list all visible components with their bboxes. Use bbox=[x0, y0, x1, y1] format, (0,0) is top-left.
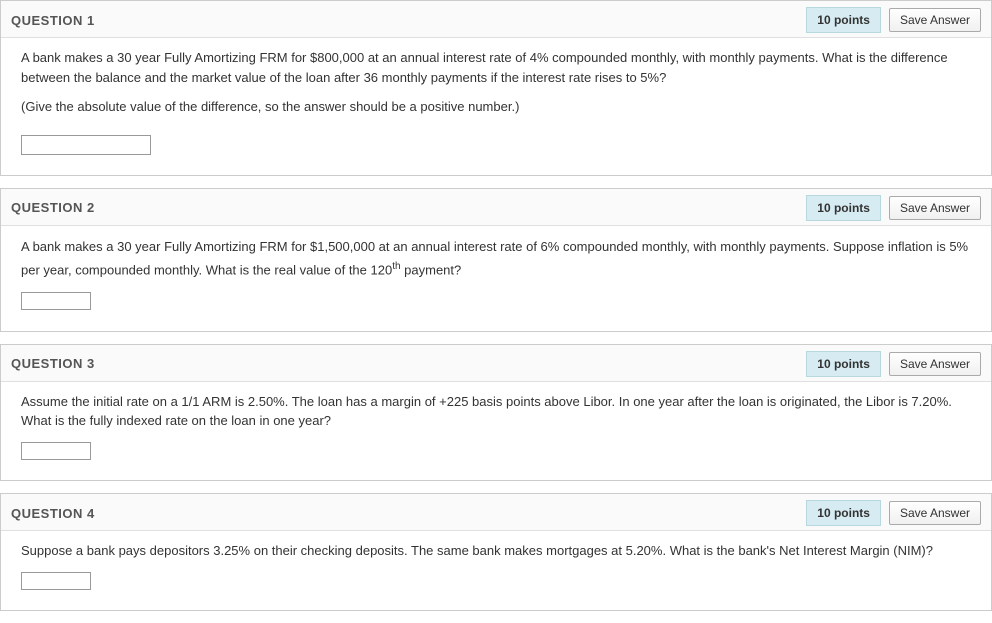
question-title: QUESTION 3 bbox=[11, 356, 95, 371]
question-title: QUESTION 4 bbox=[11, 506, 95, 521]
question-text: A bank makes a 30 year Fully Amortizing … bbox=[21, 236, 971, 282]
question-text: Assume the initial rate on a 1/1 ARM is … bbox=[21, 392, 971, 431]
header-right: 10 points Save Answer bbox=[806, 351, 981, 377]
header-right: 10 points Save Answer bbox=[806, 7, 981, 33]
question-title: QUESTION 2 bbox=[11, 200, 95, 215]
question-block-2: QUESTION 2 10 points Save Answer A bank … bbox=[0, 188, 992, 332]
answer-input[interactable] bbox=[21, 442, 91, 460]
header-right: 10 points Save Answer bbox=[806, 500, 981, 526]
points-badge: 10 points bbox=[806, 500, 881, 526]
question-block-4: QUESTION 4 10 points Save Answer Suppose… bbox=[0, 493, 992, 611]
question-header: QUESTION 3 10 points Save Answer bbox=[1, 345, 991, 382]
question-header: QUESTION 1 10 points Save Answer bbox=[1, 1, 991, 38]
save-answer-button[interactable]: Save Answer bbox=[889, 352, 981, 376]
question-text-part-a: A bank makes a 30 year Fully Amortizing … bbox=[21, 239, 968, 277]
question-body: A bank makes a 30 year Fully Amortizing … bbox=[1, 226, 991, 331]
question-block-3: QUESTION 3 10 points Save Answer Assume … bbox=[0, 344, 992, 482]
answer-input[interactable] bbox=[21, 572, 91, 590]
question-text: A bank makes a 30 year Fully Amortizing … bbox=[21, 48, 971, 87]
question-title: QUESTION 1 bbox=[11, 13, 95, 28]
answer-input[interactable] bbox=[21, 292, 91, 310]
question-header: QUESTION 4 10 points Save Answer bbox=[1, 494, 991, 531]
question-body: Assume the initial rate on a 1/1 ARM is … bbox=[1, 382, 991, 481]
question-body: Suppose a bank pays depositors 3.25% on … bbox=[1, 531, 991, 610]
question-text: Suppose a bank pays depositors 3.25% on … bbox=[21, 541, 971, 561]
points-badge: 10 points bbox=[806, 351, 881, 377]
save-answer-button[interactable]: Save Answer bbox=[889, 501, 981, 525]
question-text-superscript: th bbox=[392, 261, 400, 272]
save-answer-button[interactable]: Save Answer bbox=[889, 8, 981, 32]
question-note: (Give the absolute value of the differen… bbox=[21, 97, 971, 117]
question-block-1: QUESTION 1 10 points Save Answer A bank … bbox=[0, 0, 992, 176]
question-header: QUESTION 2 10 points Save Answer bbox=[1, 189, 991, 226]
question-body: A bank makes a 30 year Fully Amortizing … bbox=[1, 38, 991, 175]
answer-input[interactable] bbox=[21, 135, 151, 155]
points-badge: 10 points bbox=[806, 195, 881, 221]
header-right: 10 points Save Answer bbox=[806, 195, 981, 221]
points-badge: 10 points bbox=[806, 7, 881, 33]
save-answer-button[interactable]: Save Answer bbox=[889, 196, 981, 220]
question-text-part-b: payment? bbox=[401, 262, 462, 277]
